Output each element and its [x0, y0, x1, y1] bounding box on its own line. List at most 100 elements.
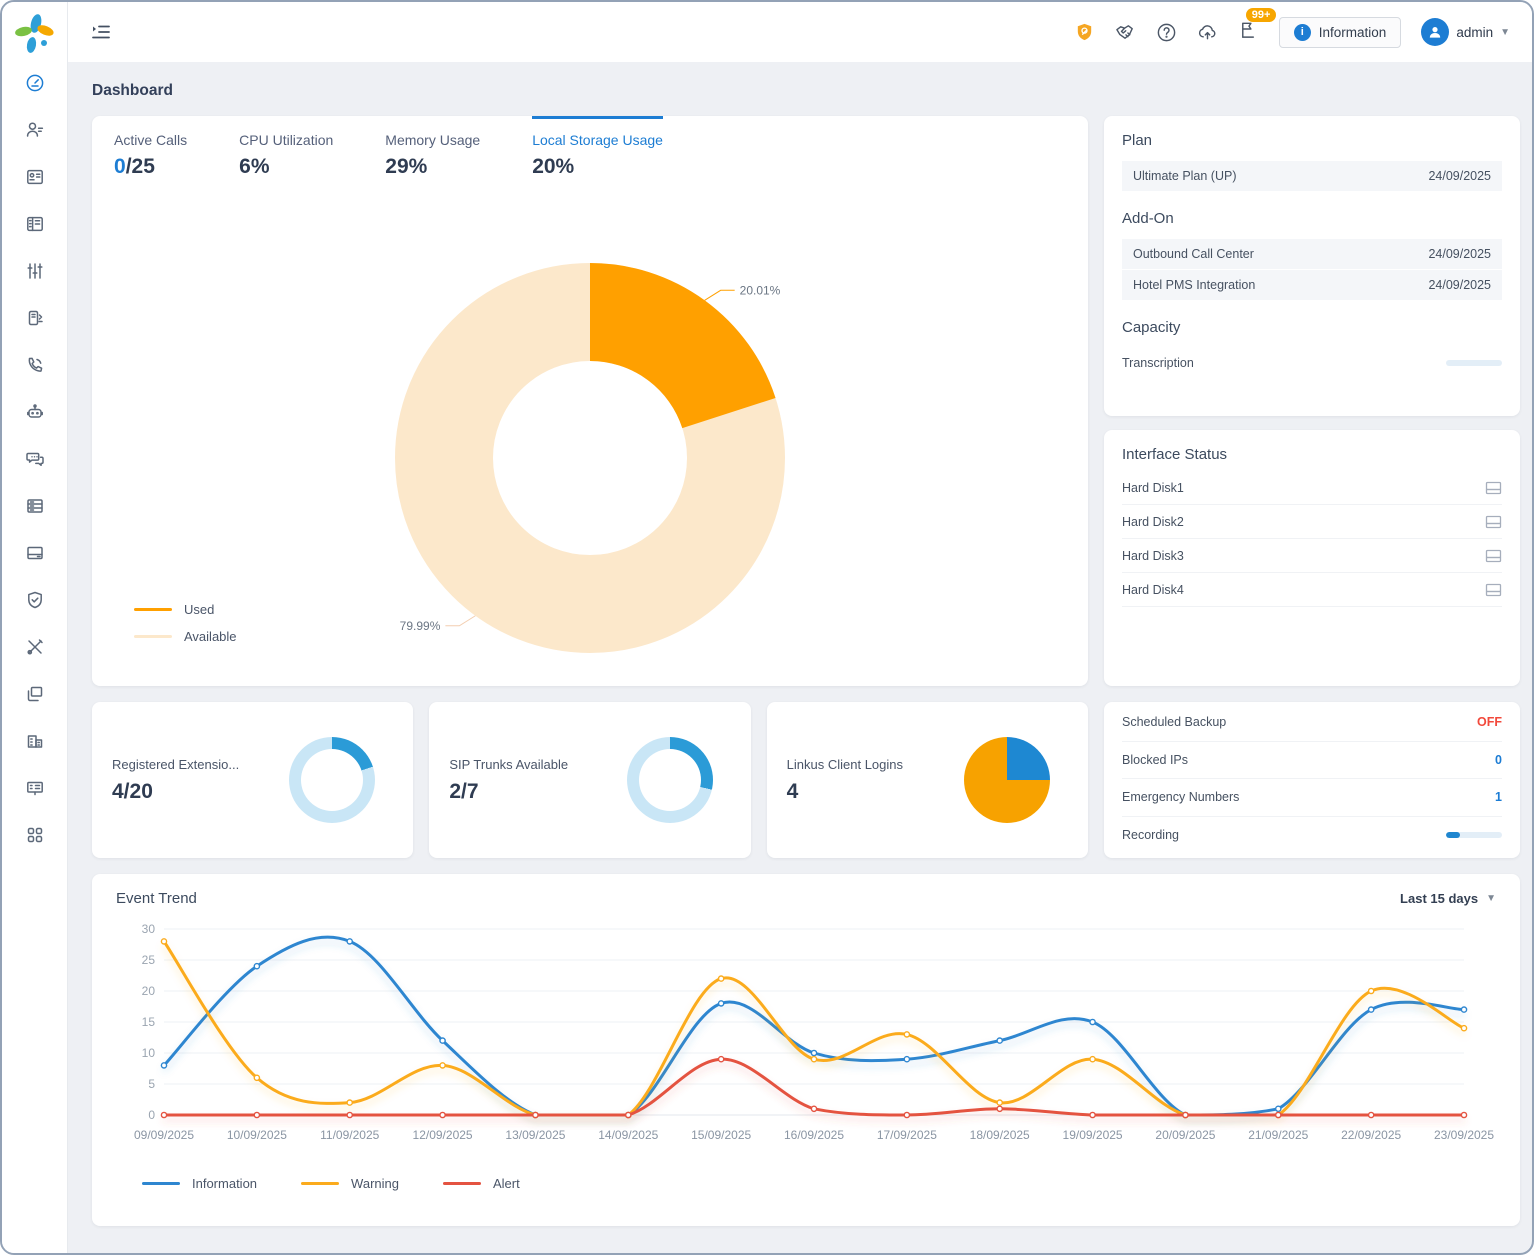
tab-memory-usage[interactable]: Memory Usage 29%	[385, 116, 480, 179]
sidebar-item-app-center[interactable]	[24, 824, 46, 846]
gateway-icon	[25, 308, 45, 328]
hard-disk-icon	[1485, 549, 1502, 563]
sip-trunks-donut	[627, 737, 713, 823]
sidebar-item-security[interactable]	[24, 589, 46, 611]
event-trend-card: Event Trend Last 15 days ▼ 0510152025300…	[92, 874, 1520, 1226]
emergency-numbers-count[interactable]: 1	[1495, 790, 1502, 804]
legend-warning[interactable]: Warning	[301, 1176, 399, 1191]
svg-text:19/09/2025: 19/09/2025	[1063, 1128, 1123, 1142]
recording-row: Recording	[1122, 817, 1502, 855]
shield-check-icon	[25, 590, 45, 610]
collapse-menu-icon[interactable]	[90, 21, 112, 43]
brand-logo	[15, 14, 55, 54]
security-shield-icon[interactable]	[1074, 22, 1095, 43]
event-trend-title: Event Trend	[116, 890, 197, 907]
sidebar-item-trunks[interactable]	[24, 213, 46, 235]
help-icon[interactable]	[1156, 22, 1177, 43]
information-label: Information	[1319, 25, 1387, 40]
system-status-card: Scheduled Backup OFF Blocked IPs 0 Emerg…	[1104, 702, 1520, 858]
capacity-title: Capacity	[1122, 319, 1502, 336]
event-log-icon	[1238, 19, 1259, 40]
svg-text:21/09/2025: 21/09/2025	[1248, 1128, 1308, 1142]
sliders-icon	[25, 261, 45, 281]
addon-title: Add-On	[1122, 210, 1502, 227]
svg-text:23/09/2025: 23/09/2025	[1434, 1128, 1494, 1142]
tab-local-storage-usage[interactable]: Local Storage Usage 20%	[532, 116, 663, 179]
server-icon	[25, 496, 45, 516]
legend-information[interactable]: Information	[142, 1176, 257, 1191]
storage-disk-icon	[25, 543, 45, 563]
handshake-icon[interactable]	[1115, 22, 1136, 43]
sidebar-item-maintenance[interactable]	[24, 636, 46, 658]
windows-icon	[25, 684, 45, 704]
svg-text:12/09/2025: 12/09/2025	[413, 1128, 473, 1142]
recording-progress-bar	[1446, 832, 1502, 838]
hard-disk-icon	[1485, 515, 1502, 529]
sidebar-item-pbx-settings[interactable]	[24, 495, 46, 517]
page-title: Dashboard	[92, 62, 1508, 116]
topbar: 99+ i Information admin ▼	[68, 2, 1532, 62]
sidebar-item-dashboard[interactable]	[24, 72, 46, 94]
mini-card-title: Registered Extensio...	[112, 757, 239, 772]
user-menu[interactable]: admin ▼	[1421, 18, 1510, 46]
scheduled-backup-status: OFF	[1477, 715, 1502, 729]
avatar	[1421, 18, 1449, 46]
legend-used[interactable]: Used	[134, 602, 237, 617]
disk-row: Hard Disk1	[1122, 471, 1502, 505]
sidebar-item-company[interactable]	[24, 730, 46, 752]
addon-row: Outbound Call Center 24/09/2025	[1122, 239, 1502, 270]
information-button[interactable]: i Information	[1279, 17, 1402, 48]
svg-text:0: 0	[148, 1108, 155, 1122]
svg-text:5: 5	[148, 1077, 155, 1091]
interface-status-title: Interface Status	[1122, 446, 1502, 463]
storage-donut-chart: 20.01% 79.99%	[92, 216, 1088, 686]
blocked-ips-count[interactable]: 0	[1495, 753, 1502, 767]
sidebar-item-call-features[interactable]	[24, 307, 46, 329]
sidebar-item-integrations[interactable]	[24, 683, 46, 705]
addon-row: Hotel PMS Integration 24/09/2025	[1122, 270, 1502, 301]
phone-icon	[25, 355, 45, 375]
tab-active-calls[interactable]: Active Calls 0/25	[114, 116, 187, 179]
svg-text:22/09/2025: 22/09/2025	[1341, 1128, 1401, 1142]
hard-disk-icon	[1485, 481, 1502, 495]
sidebar	[2, 2, 68, 1253]
svg-text:10: 10	[142, 1046, 156, 1060]
tab-cpu-utilization[interactable]: CPU Utilization 6%	[239, 116, 333, 179]
registered-extensions-donut	[289, 737, 375, 823]
plan-row: Ultimate Plan (UP) 24/09/2025	[1122, 161, 1502, 192]
sidebar-item-storage[interactable]	[24, 542, 46, 564]
legend-available[interactable]: Available	[134, 629, 237, 644]
date-range-select[interactable]: Last 15 days ▼	[1400, 891, 1496, 906]
sidebar-item-operator-panel[interactable]	[24, 777, 46, 799]
svg-text:18/09/2025: 18/09/2025	[970, 1128, 1030, 1142]
emergency-numbers-row: Emergency Numbers 1	[1122, 779, 1502, 817]
svg-text:11/09/2025: 11/09/2025	[320, 1128, 379, 1142]
svg-text:15/09/2025: 15/09/2025	[691, 1128, 751, 1142]
legend-alert[interactable]: Alert	[443, 1176, 520, 1191]
svg-text:17/09/2025: 17/09/2025	[877, 1128, 937, 1142]
mini-card-title: Linkus Client Logins	[787, 757, 903, 772]
sidebar-item-auto-provisioning[interactable]	[24, 166, 46, 188]
username: admin	[1456, 25, 1493, 40]
user-icon	[1427, 24, 1443, 40]
svg-text:15: 15	[142, 1015, 156, 1029]
sidebar-item-messaging[interactable]	[24, 448, 46, 470]
sidebar-item-extension-users[interactable]	[24, 119, 46, 141]
sidebar-item-voice-calls[interactable]	[24, 354, 46, 376]
interface-status-card: Interface Status Hard Disk1 Hard Disk2 H…	[1104, 430, 1520, 686]
sidebar-item-call-control[interactable]	[24, 260, 46, 282]
capacity-row: Transcription	[1122, 348, 1502, 378]
building-icon	[25, 731, 45, 751]
content: Dashboard Active Calls 0/25 CPU Utilizat…	[68, 62, 1532, 1253]
sidebar-item-auto-attendant[interactable]	[24, 401, 46, 423]
mini-card-value: 4	[787, 780, 903, 804]
display-card-icon	[25, 778, 45, 798]
notifications[interactable]: 99+	[1238, 19, 1259, 45]
mini-card-title: SIP Trunks Available	[449, 757, 568, 772]
plan-name: Ultimate Plan (UP)	[1133, 169, 1237, 183]
svg-text:10/09/2025: 10/09/2025	[227, 1128, 287, 1142]
dashboard-icon	[25, 73, 45, 93]
notification-badge: 99+	[1246, 8, 1277, 22]
cloud-upload-icon[interactable]	[1197, 22, 1218, 43]
robot-icon	[25, 402, 45, 422]
